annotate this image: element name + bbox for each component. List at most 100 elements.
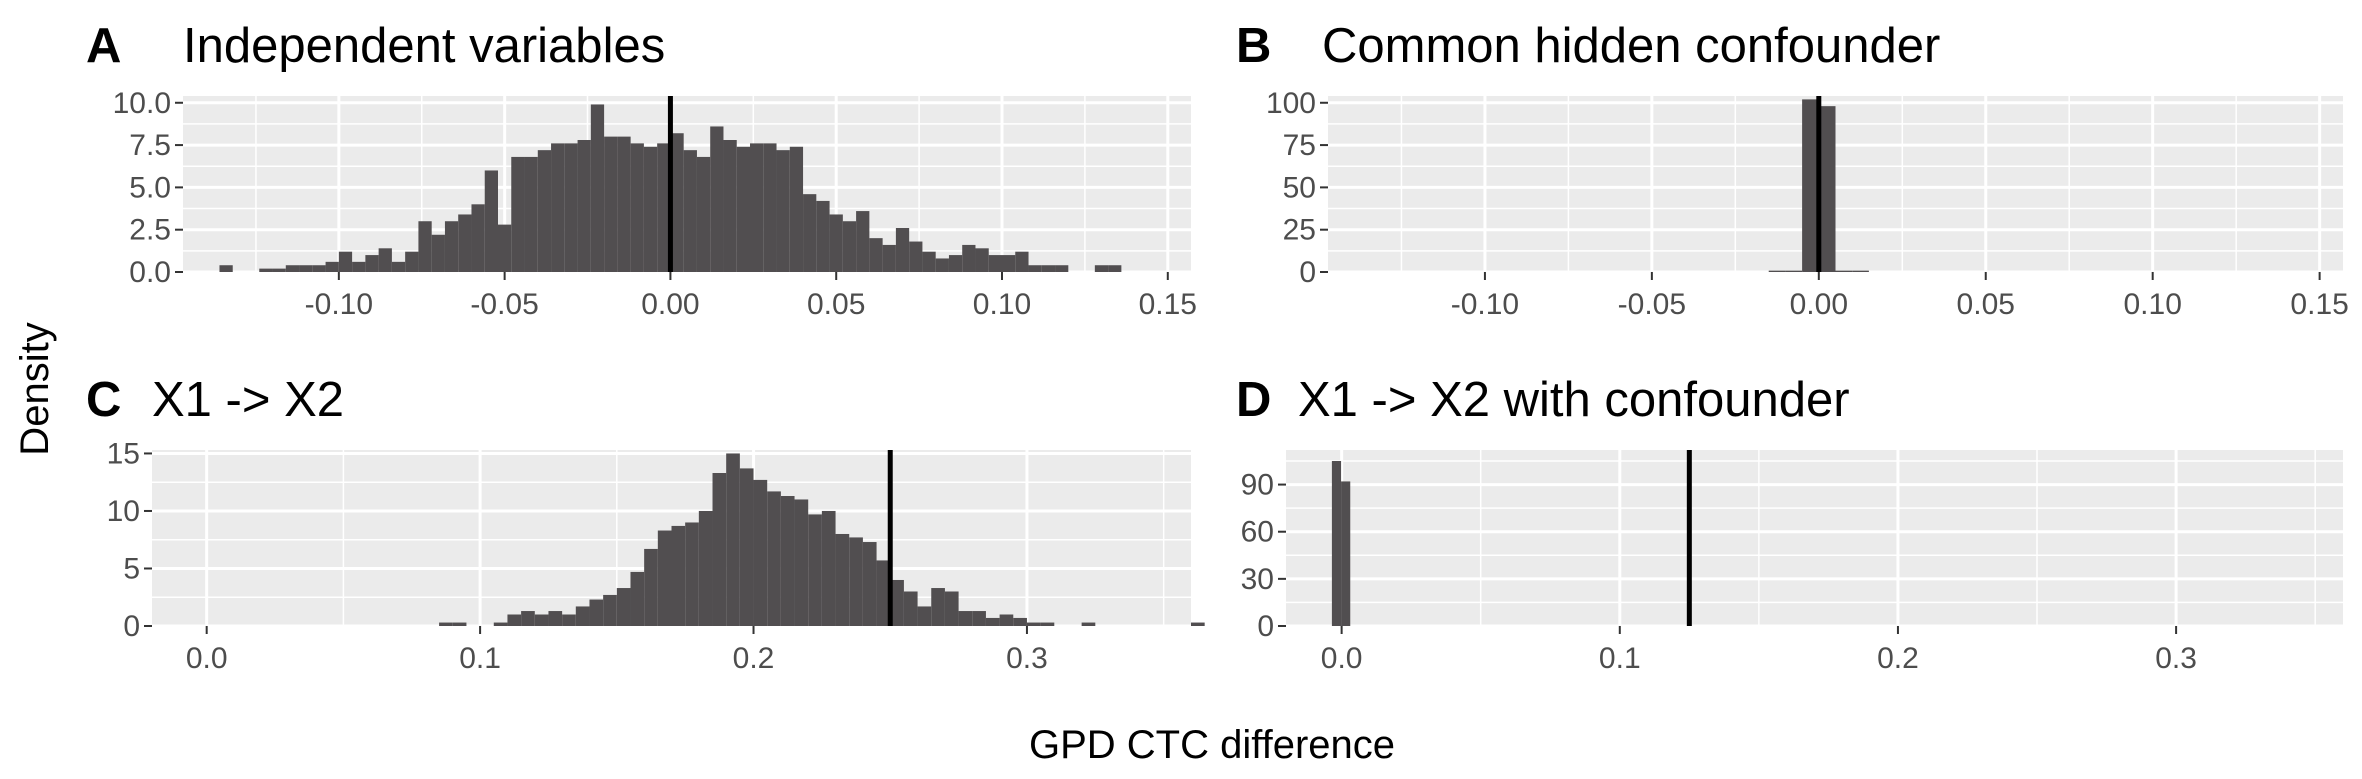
histogram-bar bbox=[1041, 265, 1056, 272]
x-tick-label: -0.10 bbox=[1451, 288, 1519, 321]
histogram-bar bbox=[856, 211, 870, 272]
histogram-bar bbox=[577, 140, 591, 272]
histogram-bar bbox=[431, 234, 445, 272]
histogram-bar bbox=[534, 614, 549, 626]
histogram-bar bbox=[1026, 622, 1041, 626]
histogram-bar bbox=[458, 214, 472, 272]
histogram-bar bbox=[1081, 622, 1096, 626]
histogram-bar bbox=[948, 255, 963, 272]
histogram-bar bbox=[862, 542, 877, 626]
y-tick-label: 50 bbox=[1283, 171, 1316, 204]
y-tick-label: 25 bbox=[1283, 214, 1316, 247]
histogram-bar bbox=[657, 143, 671, 272]
histogram-bar bbox=[1055, 265, 1069, 272]
histogram-bar bbox=[696, 156, 711, 272]
histogram-bar bbox=[1785, 270, 1803, 272]
histogram-bar bbox=[575, 606, 590, 626]
histogram-bar bbox=[521, 611, 535, 626]
histogram-bar bbox=[1835, 270, 1853, 272]
histogram-bar bbox=[1341, 481, 1351, 626]
histogram-bar bbox=[803, 194, 817, 272]
y-axis-title: Density bbox=[13, 322, 57, 455]
histogram-bar bbox=[507, 614, 522, 626]
y-tick-label: 5 bbox=[123, 552, 140, 585]
histogram-bar bbox=[890, 579, 904, 626]
histogram-bar bbox=[710, 126, 724, 272]
histogram-bar bbox=[869, 238, 883, 272]
histogram-bar bbox=[378, 248, 392, 272]
panel-title: X1 -> X2 with confounder bbox=[1298, 373, 1850, 427]
histogram-bar bbox=[439, 622, 453, 626]
panel-d: 0 30 60 90 0.0 0.1 0.2 0.3 D X1 -> X2 with confou… bbox=[1236, 373, 2343, 675]
histogram-bar bbox=[616, 588, 631, 626]
histogram-bar bbox=[670, 133, 684, 272]
x-tick-label: 0.10 bbox=[973, 288, 1031, 321]
histogram-bar bbox=[630, 143, 644, 272]
histogram-bar bbox=[498, 224, 512, 272]
histogram-bar bbox=[999, 614, 1014, 626]
y-tick-label: 0 bbox=[123, 610, 140, 643]
histogram-bar bbox=[808, 514, 822, 626]
histogram-bar bbox=[726, 453, 740, 626]
panel-label: A bbox=[86, 19, 121, 73]
histogram-bar bbox=[564, 143, 578, 272]
histogram-bar bbox=[909, 241, 923, 272]
panel-a: 0.0 2.5 5.0 7.5 10.0 -0.10 -0.05 0.00 0.05 0.10 0.… bbox=[86, 19, 1197, 321]
histogram-bar bbox=[657, 530, 672, 626]
histogram-bar bbox=[829, 214, 843, 272]
histogram-bar bbox=[643, 146, 658, 272]
histogram-bar bbox=[988, 255, 1002, 272]
histogram-bar bbox=[391, 261, 406, 272]
histogram-bar bbox=[736, 146, 750, 272]
histogram-bar bbox=[849, 537, 863, 626]
y-tick-label: 10 bbox=[107, 495, 140, 528]
histogram-bar bbox=[1191, 622, 1205, 626]
histogram-bar bbox=[312, 265, 326, 272]
histogram-bar bbox=[1331, 461, 1342, 626]
x-tick-label: -0.05 bbox=[1618, 288, 1686, 321]
histogram-bar bbox=[285, 265, 300, 272]
histogram-bar bbox=[739, 468, 754, 626]
histogram-bar bbox=[471, 204, 485, 272]
histogram-bar bbox=[537, 150, 552, 272]
histogram-bar bbox=[958, 611, 973, 626]
histogram-bar bbox=[776, 150, 790, 272]
x-axis-title: GPD CTC difference bbox=[1029, 723, 1395, 767]
histogram-bar bbox=[931, 588, 945, 626]
histogram-bar bbox=[325, 261, 339, 272]
histogram-bar bbox=[1768, 270, 1786, 272]
x-tick-label: 0.00 bbox=[1790, 288, 1848, 321]
histogram-bar bbox=[630, 571, 645, 626]
histogram-bar bbox=[767, 491, 781, 626]
histogram-bar bbox=[962, 244, 976, 272]
y-tick-label: 10.0 bbox=[113, 87, 171, 120]
histogram-bar bbox=[562, 614, 576, 626]
histogram-bar bbox=[794, 499, 809, 626]
panel-background bbox=[1286, 450, 2343, 626]
histogram-bar bbox=[589, 599, 604, 626]
histogram-bar bbox=[603, 594, 617, 626]
x-tick-label: 0.15 bbox=[1139, 288, 1197, 321]
x-tick-label: -0.05 bbox=[470, 288, 538, 321]
histogram-bar bbox=[789, 146, 804, 272]
panels: 0.02.55.07.510.0-0.10 -0.05 0.00 0.05 0.10 0.… bbox=[86, 19, 2349, 675]
panel-c: 0 5 10 15 0.0 0.1 0.2 0.3 C X1 -> X2 bbox=[86, 373, 1205, 675]
histogram-bar bbox=[821, 510, 836, 626]
histogram-bar bbox=[444, 221, 459, 272]
x-tick-label: 0.05 bbox=[807, 288, 865, 321]
x-tick-label: -0.10 bbox=[305, 288, 373, 321]
histogram-bar bbox=[548, 611, 563, 626]
y-tick-label: 60 bbox=[1241, 516, 1274, 549]
histogram-bar bbox=[1028, 265, 1042, 272]
histogram-bar bbox=[418, 221, 432, 272]
histogram-bar bbox=[338, 251, 353, 272]
x-tick-label: 0.10 bbox=[2123, 288, 2181, 321]
histogram-bar bbox=[1013, 617, 1027, 626]
histogram-bar bbox=[842, 221, 857, 272]
x-tick-label: 0.3 bbox=[1006, 642, 1048, 675]
histogram-bar bbox=[524, 156, 538, 272]
histogram-bar bbox=[352, 261, 366, 272]
x-tick-label: 0.05 bbox=[1957, 288, 2015, 321]
histogram-bar bbox=[219, 265, 233, 272]
histogram-bar bbox=[405, 251, 419, 272]
